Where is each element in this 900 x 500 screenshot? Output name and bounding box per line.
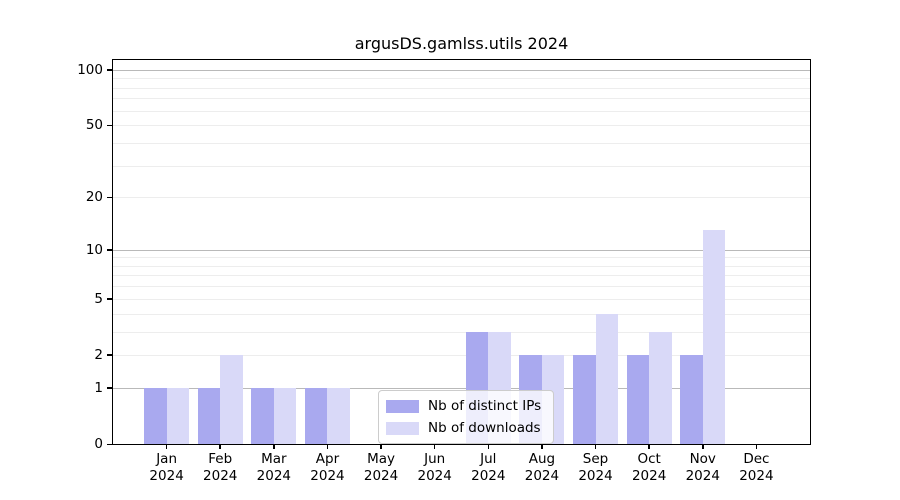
y-tick-label: 5	[94, 290, 103, 307]
bar-downloads	[166, 387, 190, 444]
legend-label-downloads: Nb of downloads	[428, 420, 541, 436]
gridline-minor	[113, 313, 810, 315]
x-tick-label: May 2024	[363, 451, 399, 484]
gridline-minor	[113, 354, 810, 356]
gridline-major	[113, 69, 810, 71]
x-tick-label: Jul 2024	[471, 451, 506, 484]
legend: Nb of distinct IPs Nb of downloads	[378, 390, 555, 444]
bar-downloads	[702, 230, 726, 444]
bar-downloads	[220, 354, 243, 444]
x-tick-label: Dec 2024	[739, 451, 774, 484]
gridline-minor	[113, 265, 810, 267]
bar-distinct-ips	[304, 387, 328, 444]
plot-area: 0 1 2 5 10 20 50 100 Jan 2024 Feb 2024 Mar 2024 Apr 20…	[77, 59, 811, 484]
y-tick-label: 50	[85, 117, 103, 134]
y-tick-mark	[107, 196, 113, 199]
y-tick-mark	[107, 249, 113, 251]
y-tick-label: 0	[94, 436, 103, 452]
gridline-minor	[113, 87, 810, 89]
gridline-minor	[113, 257, 810, 259]
gridline-minor	[113, 98, 810, 100]
bar-downloads	[649, 331, 672, 444]
bar-distinct-ips	[626, 354, 650, 444]
x-tick-mark	[755, 444, 758, 449]
gridline-minor	[113, 331, 810, 333]
legend-label-distinct-ips: Nb of distinct IPs	[428, 398, 542, 414]
legend-swatch-distinct-ips	[386, 399, 419, 413]
gridline-minor	[113, 298, 810, 300]
gridline-major	[113, 249, 810, 251]
y-tick-label: 100	[77, 61, 103, 78]
bar-downloads	[595, 313, 619, 444]
x-tick-mark	[541, 444, 543, 449]
y-tick-label: 1	[94, 379, 103, 396]
gridline-minor	[113, 197, 810, 199]
y-tick-label: 10	[85, 241, 103, 258]
x-tick-label: Jun 2024	[417, 451, 452, 484]
gridline-minor	[113, 110, 810, 112]
bar-downloads	[273, 387, 297, 444]
y-tick-mark	[107, 69, 113, 71]
gridline-minor	[113, 165, 810, 167]
x-tick-label: Oct 2024	[631, 451, 667, 484]
gridline-minor	[113, 142, 810, 144]
x-tick-label: Feb 2024	[203, 451, 238, 484]
gridline-minor	[113, 78, 810, 80]
gridline-minor	[113, 125, 810, 127]
x-tick-mark	[273, 444, 275, 449]
x-tick-mark	[487, 444, 490, 449]
x-tick-mark	[433, 444, 436, 449]
x-tick-label: Mar 2024	[256, 451, 292, 484]
bar-downloads	[327, 387, 350, 444]
x-tick-mark	[219, 444, 221, 449]
gridline-minor	[113, 275, 810, 277]
x-tick-label: Aug 2024	[524, 451, 560, 484]
gridline-major	[113, 387, 810, 389]
y-tick-mark	[107, 354, 113, 356]
bar-distinct-ips	[144, 387, 167, 444]
bar-distinct-ips	[197, 387, 221, 444]
x-tick-label: Sep 2024	[578, 451, 613, 484]
x-tick-mark	[380, 444, 382, 449]
y-tick-mark	[107, 124, 113, 127]
y-tick-label: 2	[94, 346, 103, 363]
legend-item-distinct-ips: Nb of distinct IPs	[386, 398, 541, 414]
y-tick-label: 20	[85, 189, 103, 206]
y-tick-mark	[107, 443, 113, 445]
legend-swatch-downloads	[386, 421, 419, 435]
x-tick-mark	[165, 444, 168, 449]
y-tick-mark	[107, 298, 113, 300]
legend-item-downloads: Nb of downloads	[386, 420, 541, 436]
y-tick-mark	[107, 387, 113, 389]
bar-distinct-ips	[680, 354, 703, 444]
chart-title: argusDS.gamlss.utils 2024	[354, 34, 569, 53]
x-tick-mark	[702, 444, 704, 449]
bar-distinct-ips	[573, 354, 596, 444]
x-tick-mark	[594, 444, 597, 449]
x-tick-label: Apr 2024	[310, 451, 345, 484]
x-tick-label: Nov 2024	[685, 451, 720, 484]
x-tick-mark	[326, 444, 329, 449]
x-tick-mark	[648, 444, 650, 449]
bar-distinct-ips	[251, 387, 274, 444]
gridline-minor	[113, 286, 810, 288]
x-tick-label: Jan 2024	[149, 451, 184, 484]
